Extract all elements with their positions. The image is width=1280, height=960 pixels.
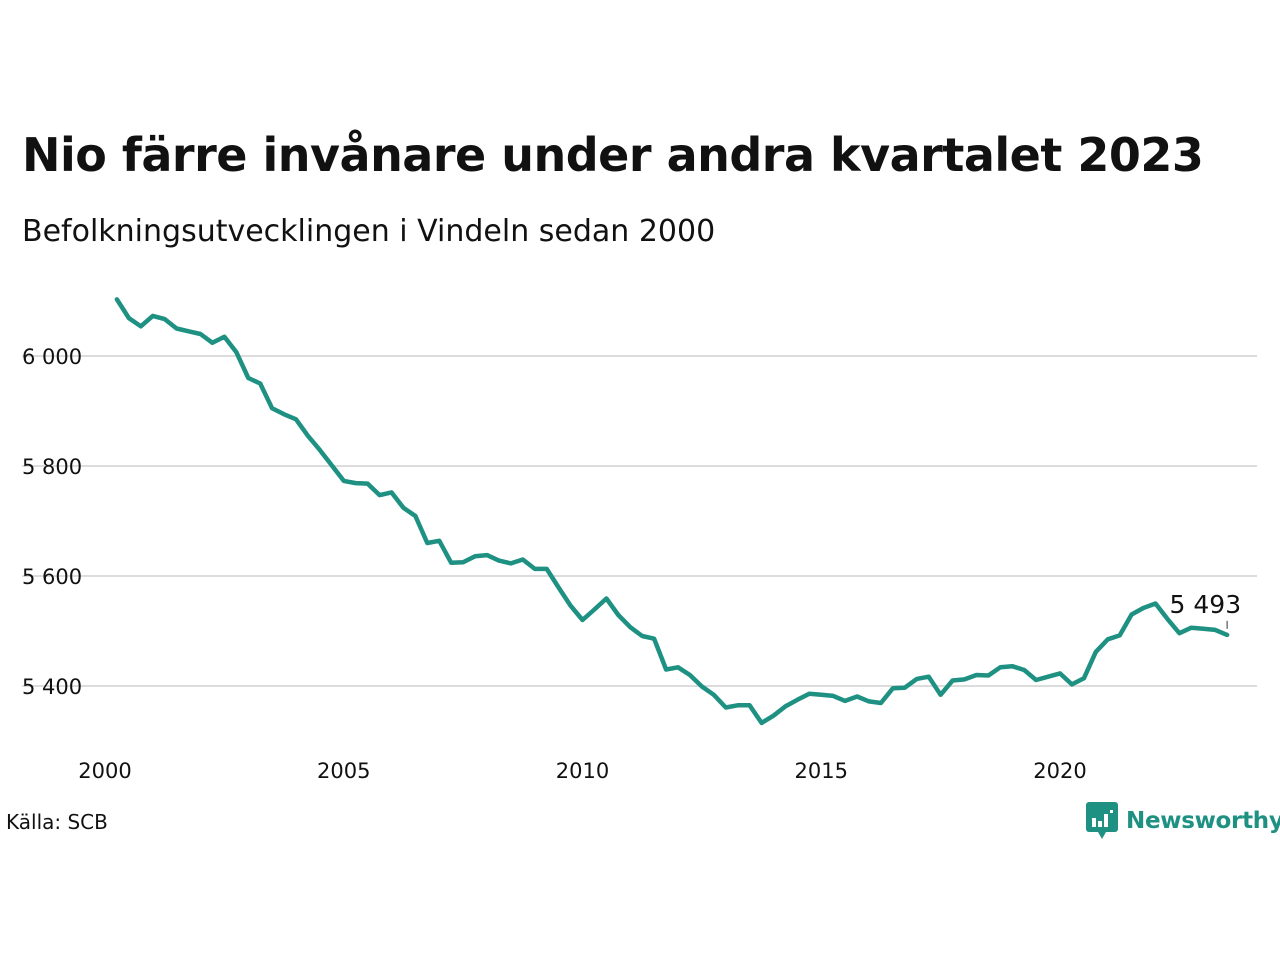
x-tick-label: 2000	[78, 759, 131, 783]
brand-name: Newsworthy	[1126, 808, 1280, 834]
newsworthy-logo-icon	[1086, 802, 1118, 839]
x-axis-ticks: 2000 2005 2010 2015 2020	[78, 759, 1086, 783]
end-value-label: 5 493	[1170, 590, 1242, 619]
chart-title: Nio färre invånare under andra kvartalet…	[22, 128, 1204, 182]
x-tick-label: 2015	[795, 759, 848, 783]
source-note: Källa: SCB	[6, 810, 108, 834]
x-tick-label: 2020	[1033, 759, 1086, 783]
brand-logo: Newsworthy	[1086, 802, 1280, 840]
y-tick-label: 5 600	[22, 565, 82, 589]
y-axis-ticks: 5 400 5 600 5 800 6 000	[22, 345, 82, 699]
y-tick-label: 6 000	[22, 345, 82, 369]
y-tick-label: 5 800	[22, 455, 82, 479]
series-line	[114, 297, 1230, 726]
chart-subtitle: Befolkningsutvecklingen i Vindeln sedan …	[22, 214, 716, 249]
annotation-layer: 5 493	[1170, 590, 1242, 629]
series-layer	[114, 297, 1230, 726]
x-tick-label: 2005	[317, 759, 370, 783]
gridlines	[22, 355, 1257, 687]
x-tick-label: 2010	[556, 759, 609, 783]
y-tick-label: 5 400	[22, 675, 82, 699]
